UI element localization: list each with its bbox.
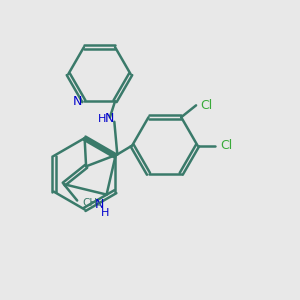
Text: H: H: [98, 114, 106, 124]
Text: CH₃: CH₃: [82, 199, 102, 208]
Text: Cl: Cl: [220, 139, 232, 152]
Text: H: H: [101, 208, 109, 218]
Text: N: N: [73, 95, 82, 108]
Text: N: N: [94, 199, 104, 212]
Text: N: N: [105, 112, 115, 125]
Text: Cl: Cl: [200, 99, 213, 112]
